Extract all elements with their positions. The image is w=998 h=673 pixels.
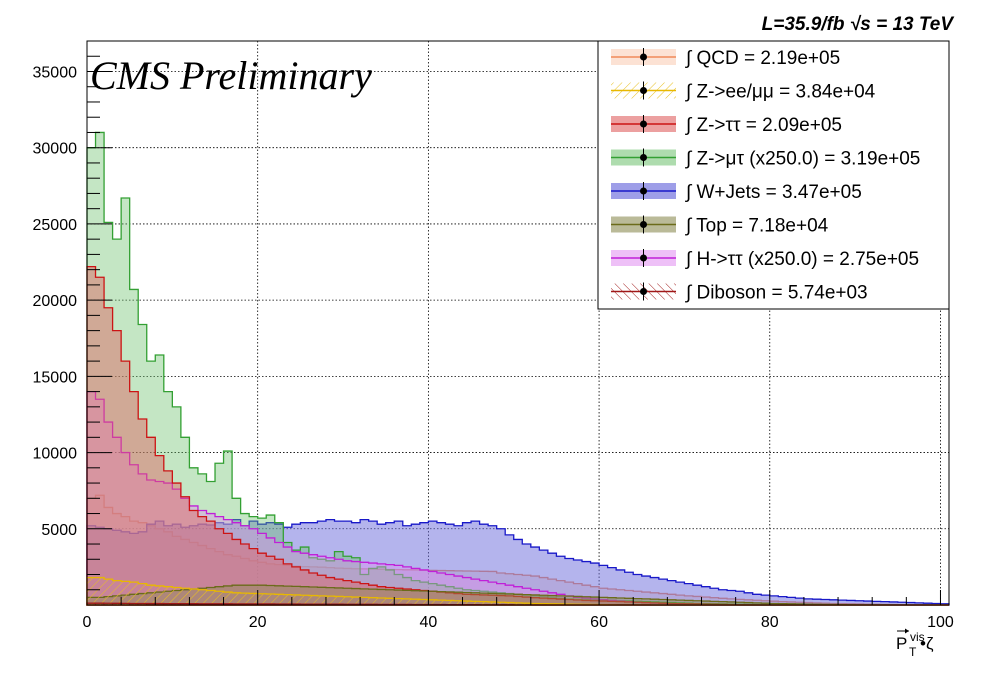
legend-marker bbox=[640, 154, 647, 161]
x-tick-label: 20 bbox=[249, 614, 267, 631]
cms-preliminary-label: CMS Preliminary bbox=[90, 53, 372, 98]
y-tick-label: 20000 bbox=[33, 293, 78, 310]
legend-entry-label: ∫ QCD = 2.19e+05 bbox=[685, 48, 840, 69]
arrowhead-icon bbox=[905, 628, 909, 634]
x-axis-title-subscript: T bbox=[909, 645, 917, 659]
x-axis-title-suffix: •ζ bbox=[920, 634, 934, 653]
y-tick-label: 10000 bbox=[33, 446, 78, 463]
legend-entry-label: ∫ H->ττ (x250.0) = 2.75e+05 bbox=[685, 249, 919, 270]
legend-entry-label: ∫ Diboson = 5.74e+03 bbox=[685, 283, 868, 304]
legend: ∫ QCD = 2.19e+05 ∫ Z->ee/μμ = 3.84e+04 ∫ Z… bbox=[597, 40, 950, 310]
legend-marker bbox=[640, 53, 647, 61]
x-tick-label: 60 bbox=[590, 614, 608, 631]
legend-entry-label: ∫ Z->ττ = 2.09e+05 bbox=[685, 115, 842, 136]
x-tick-label: 100 bbox=[927, 614, 954, 631]
x-axis-title: P vis T •ζ bbox=[896, 628, 934, 659]
tick-labels: 0 20 40 60 80 100 5000 10000 15000 20000 25000 3000… bbox=[33, 64, 954, 631]
legend-entry-label: ∫ Z->ee/μμ = 3.84e+04 bbox=[685, 82, 876, 103]
x-axis-title-main: P bbox=[896, 634, 907, 653]
x-tick-label: 80 bbox=[761, 614, 779, 631]
plot-frame bbox=[86, 40, 950, 606]
x-axis-title-superscript: vis bbox=[910, 630, 925, 644]
y-tick-label: 25000 bbox=[33, 217, 78, 234]
x-tick-label: 0 bbox=[83, 614, 92, 631]
y-tick-label: 35000 bbox=[33, 64, 78, 81]
legend-marker bbox=[640, 288, 647, 295]
legend-entry-label: ∫ W+Jets = 3.47e+05 bbox=[685, 182, 862, 203]
legend-marker bbox=[640, 187, 647, 195]
legend-entry-label: ∫ Top = 7.18e+04 bbox=[685, 216, 829, 237]
legend-marker bbox=[640, 254, 647, 262]
legend-marker bbox=[640, 120, 647, 128]
y-tick-label: 5000 bbox=[41, 522, 77, 539]
histogram-series-4 bbox=[86, 518, 950, 606]
y-tick-label: 15000 bbox=[33, 369, 78, 386]
luminosity-energy-label: L=35.9/fb √s = 13 TeV bbox=[762, 14, 955, 35]
legend-entry-label: ∫ Z->μτ (x250.0) = 3.19e+05 bbox=[685, 149, 920, 170]
legend-marker bbox=[640, 87, 647, 94]
ticks bbox=[86, 55, 941, 605]
x-tick-label: 40 bbox=[419, 614, 437, 631]
legend-marker bbox=[640, 221, 647, 228]
y-tick-label: 30000 bbox=[33, 141, 78, 158]
